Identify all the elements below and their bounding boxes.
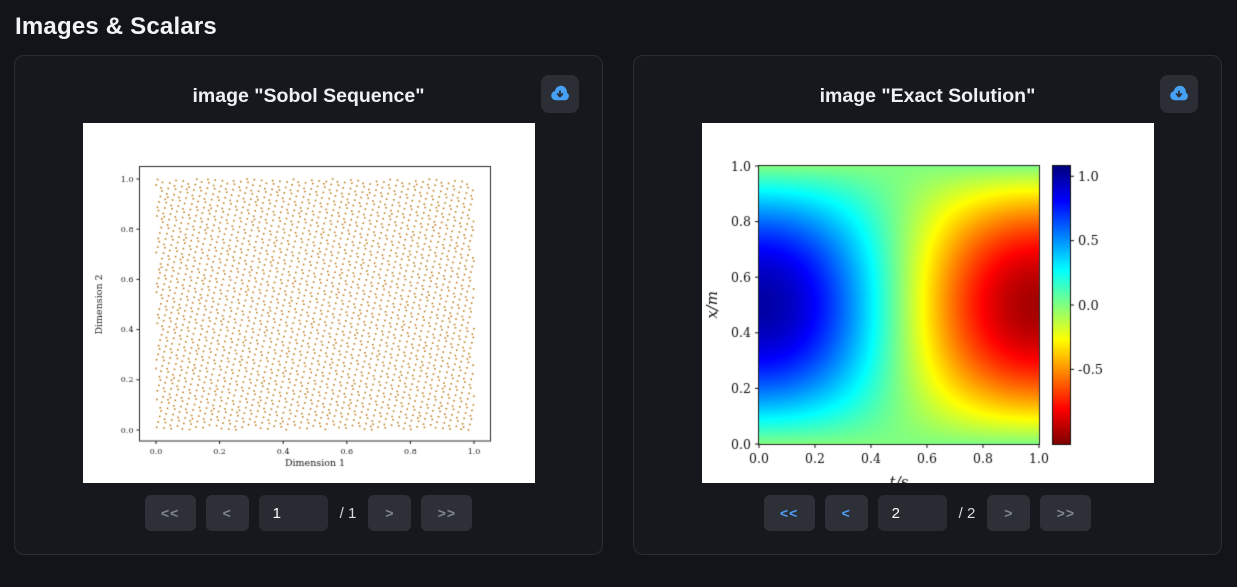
next-page-button[interactable]: > bbox=[987, 495, 1031, 531]
pagination: << < / 2 > >> bbox=[634, 495, 1221, 531]
first-page-button[interactable]: << bbox=[763, 495, 815, 531]
prev-page-button[interactable]: < bbox=[824, 495, 868, 531]
panel-exact-solution: image "Exact Solution" << < / 2 > >> bbox=[633, 55, 1222, 555]
cloud-download-icon bbox=[551, 85, 569, 101]
panel-title: image "Sobol Sequence" bbox=[192, 85, 425, 107]
last-page-button[interactable]: >> bbox=[421, 495, 473, 531]
panel-title: image "Exact Solution" bbox=[819, 85, 1036, 107]
download-button[interactable] bbox=[1160, 75, 1198, 113]
page-total-label: / 2 bbox=[958, 504, 976, 522]
exact-solution-plot-image bbox=[702, 123, 1154, 483]
pagination: << < / 1 > >> bbox=[15, 495, 602, 531]
last-page-button[interactable]: >> bbox=[1040, 495, 1092, 531]
panels-container: image "Sobol Sequence" << < / 1 > >> ima… bbox=[0, 41, 1237, 555]
page-number-input[interactable] bbox=[877, 495, 947, 531]
next-page-button[interactable]: > bbox=[368, 495, 412, 531]
sobol-sequence-plot-image bbox=[83, 123, 535, 483]
page-total-label: / 1 bbox=[339, 504, 357, 522]
page-number-input[interactable] bbox=[258, 495, 328, 531]
prev-page-button[interactable]: < bbox=[205, 495, 249, 531]
download-button[interactable] bbox=[541, 75, 579, 113]
cloud-download-icon bbox=[1170, 85, 1188, 101]
panel-sobol-sequence: image "Sobol Sequence" << < / 1 > >> bbox=[14, 55, 603, 555]
first-page-button[interactable]: << bbox=[144, 495, 196, 531]
page-title: Images & Scalars bbox=[15, 13, 217, 40]
